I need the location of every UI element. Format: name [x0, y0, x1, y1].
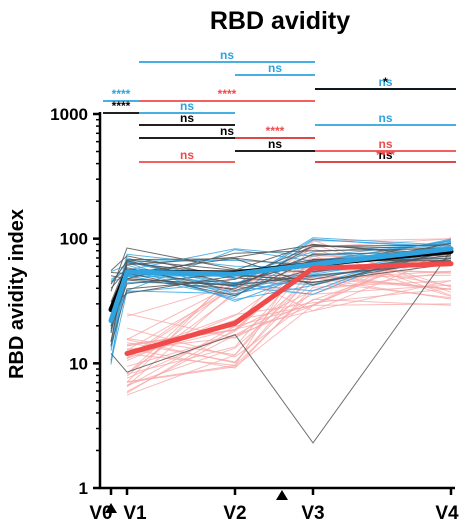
- individual-line: [110, 262, 452, 286]
- individual-line: [110, 244, 452, 346]
- individual-line: [126, 298, 452, 358]
- chart-title: RBD avidity: [210, 7, 350, 35]
- significance-label: *: [383, 75, 388, 89]
- y-axis-label: RBD avidity index: [6, 209, 28, 379]
- significance-label: ns: [378, 75, 392, 89]
- x-tick-label: V4: [435, 503, 459, 524]
- significance-label: ns: [180, 99, 194, 113]
- individual-line: [126, 277, 452, 386]
- significance-label: ns: [180, 148, 194, 162]
- significance-label: ns: [268, 61, 282, 75]
- mean-lines: [108, 246, 454, 356]
- individual-line: [126, 238, 452, 383]
- significance-label: ns: [180, 111, 194, 125]
- y-tick-label: 1: [79, 479, 88, 498]
- significance-label: ****: [376, 148, 395, 162]
- y-tick-label: 100: [60, 230, 88, 249]
- significance-label: ns: [268, 137, 282, 151]
- significance-label: ****: [266, 124, 285, 138]
- significance-label: ns: [378, 137, 392, 151]
- significance-label: ns: [220, 124, 234, 138]
- significance-label: ****: [112, 99, 131, 113]
- significance-label: ns: [220, 48, 234, 62]
- series-line-red: [124, 261, 454, 356]
- individual-line: [126, 303, 452, 383]
- significance-label: ****: [112, 87, 131, 101]
- series-line-blue: [108, 246, 454, 324]
- individual-line: [126, 270, 452, 339]
- individual-line: [110, 250, 452, 444]
- marker-triangle: [105, 503, 117, 513]
- y-tick-label: 1000: [50, 105, 88, 124]
- axes: 1 10 100 1000 V0 V1 V2 V3 V4: [50, 105, 459, 524]
- x-tick-label: V2: [223, 503, 246, 524]
- significance-label: ns: [378, 111, 392, 125]
- x-tick-label: V0: [89, 503, 112, 524]
- individual-line: [126, 255, 452, 375]
- individual-line: [126, 275, 452, 377]
- individual-line: [110, 255, 452, 284]
- individual-line: [126, 241, 452, 367]
- x-tick-label: V3: [301, 503, 324, 524]
- x-tick-label: V1: [123, 503, 147, 524]
- marker-triangle: [276, 490, 288, 500]
- significance-label: ****: [218, 87, 237, 101]
- x-markers: [105, 490, 288, 513]
- individual-line: [126, 253, 452, 356]
- y-tick-label: 10: [69, 354, 88, 373]
- individual-line: [126, 280, 452, 363]
